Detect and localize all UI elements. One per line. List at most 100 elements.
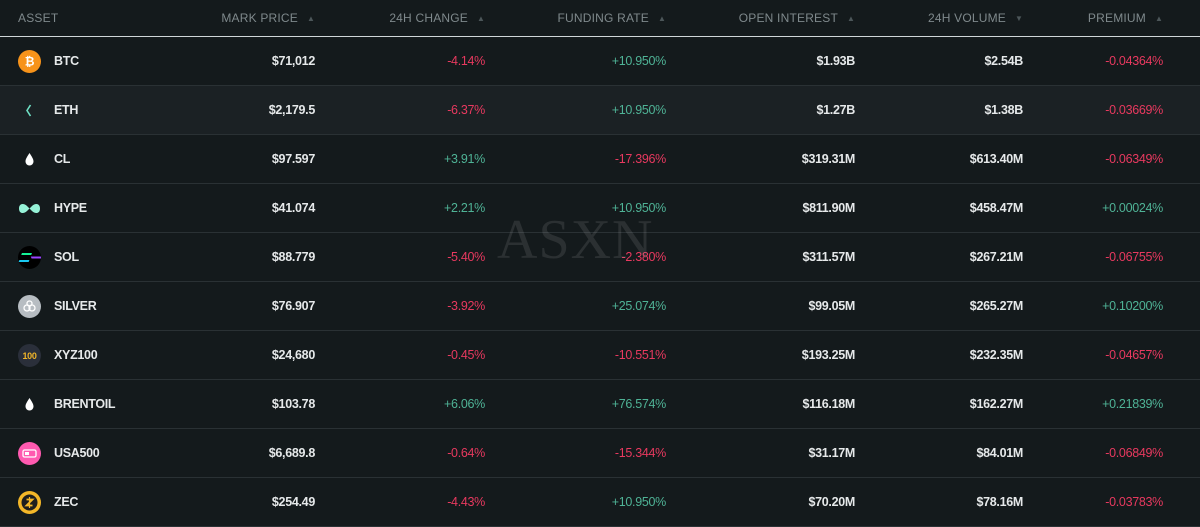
funding-rate-cell: -17.396% — [614, 152, 666, 166]
asset-cell: ETH — [0, 99, 180, 122]
mark-price-cell: $41.074 — [271, 201, 315, 215]
premium-cell: -0.04657% — [1105, 348, 1163, 362]
change-24h-cell: -6.37% — [447, 103, 485, 117]
mark-price-cell: $2,179.5 — [268, 103, 316, 117]
funding-rate-cell: +10.950% — [611, 495, 667, 509]
table-row[interactable]: HYPE $41.074 +2.21% +10.950% $811.90M $458.47… — [0, 184, 1200, 233]
ethereum-icon — [18, 99, 41, 122]
asset-cell: 100 XYZ100 — [0, 343, 180, 367]
volume-24h-cell: $2.54B — [984, 54, 1023, 68]
volume-24h-cell: $232.35M — [969, 348, 1024, 362]
column-header-funding-rate[interactable]: FUNDING RATE ▲ — [557, 11, 667, 25]
column-header-24h-volume[interactable]: 24H VOLUME ▼ — [927, 11, 1024, 25]
change-24h-cell: -0.64% — [447, 446, 485, 460]
silver-icon — [18, 294, 41, 318]
mark-price-cell: $103.78 — [271, 397, 315, 411]
open-interest-cell: $116.18M — [802, 397, 855, 411]
change-24h-cell: +2.21% — [444, 201, 485, 215]
usa500-icon — [18, 441, 41, 465]
premium-cell: -0.03783% — [1105, 495, 1163, 509]
funding-rate-cell: +25.074% — [611, 299, 667, 313]
table-row[interactable]: USA500 $6,689.8 -0.64% -15.344% $31.17M $84.0… — [0, 429, 1200, 478]
sort-arrow-icon: ▲ — [307, 13, 316, 23]
mark-price-cell: $6,689.8 — [268, 446, 316, 460]
asset-symbol: CL — [54, 152, 71, 166]
open-interest-cell: $1.27B — [816, 103, 855, 117]
table-body: ₿ BTC $71,012 -4.14% +10.950% $1.93B $2.54B -0.… — [0, 37, 1200, 527]
funding-rate-cell: -15.344% — [614, 446, 666, 460]
table-row[interactable]: 100 XYZ100 $24,680 -0.45% -10.551% $193.25M $2… — [0, 331, 1200, 380]
asset-symbol: ETH — [54, 103, 79, 117]
table-row[interactable]: BRENTOIL $103.78 +6.06% +76.574% $116.18M $16… — [0, 380, 1200, 429]
change-24h-cell: +6.06% — [444, 397, 485, 411]
open-interest-cell: $311.57M — [802, 250, 855, 264]
funding-rate-cell: +10.950% — [611, 54, 667, 68]
mark-price-cell: $76.907 — [271, 299, 315, 313]
mark-price-cell: $254.49 — [271, 495, 315, 509]
funding-rate-cell: +10.950% — [611, 201, 667, 215]
column-header-premium[interactable]: PREMIUM ▲ — [1087, 11, 1164, 25]
premium-cell: -0.03669% — [1105, 103, 1163, 117]
solana-icon — [18, 245, 41, 269]
funding-rate-cell: +10.950% — [611, 103, 667, 117]
asset-symbol: SILVER — [54, 299, 97, 313]
zcash-icon — [18, 490, 41, 514]
table-row[interactable]: ETH $2,179.5 -6.37% +10.950% $1.27B $1.38B -0.… — [0, 86, 1200, 135]
volume-24h-cell: $613.40M — [969, 152, 1024, 166]
asset-cell: SILVER — [0, 294, 180, 318]
change-24h-cell: +3.91% — [444, 152, 485, 166]
xyz100-icon: 100 — [18, 343, 41, 367]
table-row[interactable]: SILVER $76.907 -3.92% +25.074% $99.05M $265.2… — [0, 282, 1200, 331]
table-row[interactable]: ₿ BTC $71,012 -4.14% +10.950% $1.93B $2.54B -0.… — [0, 37, 1200, 86]
table-header: ASSET MARK PRICE ▲ 24H CHANGE ▲ FUNDING RA… — [0, 0, 1200, 37]
mark-price-cell: $88.779 — [271, 250, 315, 264]
column-header-open-interest[interactable]: OPEN INTEREST ▲ — [738, 11, 856, 25]
open-interest-cell: $99.05M — [808, 299, 855, 313]
svg-text:100: 100 — [22, 350, 36, 360]
change-24h-cell: -3.92% — [447, 299, 485, 313]
volume-24h-cell: $267.21M — [969, 250, 1024, 264]
change-24h-cell: -4.14% — [447, 54, 485, 68]
volume-24h-cell: $78.16M — [976, 495, 1023, 509]
open-interest-cell: $319.31M — [801, 152, 856, 166]
change-24h-cell: -4.43% — [447, 495, 485, 509]
funding-rate-cell: +76.574% — [611, 397, 667, 411]
sort-arrow-icon: ▲ — [847, 13, 856, 23]
open-interest-cell: $1.93B — [816, 54, 855, 68]
change-24h-cell: -0.45% — [447, 348, 485, 362]
asset-cell: ₿ BTC — [0, 49, 180, 73]
mark-price-cell: $24,680 — [271, 348, 315, 362]
premium-cell: +0.00024% — [1102, 201, 1163, 215]
column-header-asset[interactable]: ASSET — [18, 11, 59, 25]
mark-price-cell: $71,012 — [271, 54, 315, 68]
mark-price-cell: $97.597 — [271, 152, 315, 166]
asset-symbol: SOL — [54, 250, 79, 264]
oil-drop-icon — [18, 393, 41, 416]
table-row[interactable]: SOL $88.779 -5.40% -2.380% $311.57M $267.21M -… — [0, 233, 1200, 282]
asset-symbol: HYPE — [54, 201, 87, 215]
oil-drop-icon — [18, 148, 41, 171]
volume-24h-cell: $458.47M — [969, 201, 1024, 215]
asset-cell: CL — [0, 148, 180, 171]
premium-cell: +0.21839% — [1102, 397, 1163, 411]
column-header-24h-change[interactable]: 24H CHANGE ▲ — [389, 11, 486, 25]
asset-symbol: BTC — [54, 54, 79, 68]
asset-symbol: BRENTOIL — [54, 397, 116, 411]
change-24h-cell: -5.40% — [447, 250, 485, 264]
table-row[interactable]: CL $97.597 +3.91% -17.396% $319.31M $613.40M -… — [0, 135, 1200, 184]
premium-cell: +0.10200% — [1102, 299, 1163, 313]
funding-rate-cell: -2.380% — [621, 250, 667, 264]
asset-symbol: ZEC — [54, 495, 79, 509]
table-row[interactable]: ZEC $254.49 -4.43% +10.950% $70.20M $78.16M -0… — [0, 478, 1200, 527]
asset-cell: SOL — [0, 245, 180, 269]
asset-symbol: USA500 — [54, 446, 100, 460]
funding-rate-cell: -10.551% — [614, 348, 666, 362]
volume-24h-cell: $162.27M — [969, 397, 1024, 411]
asset-cell: ZEC — [0, 490, 180, 514]
sort-arrow-icon: ▼ — [1015, 13, 1024, 23]
volume-24h-cell: $84.01M — [976, 446, 1023, 460]
sort-arrow-icon: ▲ — [477, 13, 486, 23]
open-interest-cell: $811.90M — [802, 201, 855, 215]
svg-text:₿: ₿ — [25, 54, 35, 68]
column-header-mark-price[interactable]: MARK PRICE ▲ — [221, 11, 316, 25]
